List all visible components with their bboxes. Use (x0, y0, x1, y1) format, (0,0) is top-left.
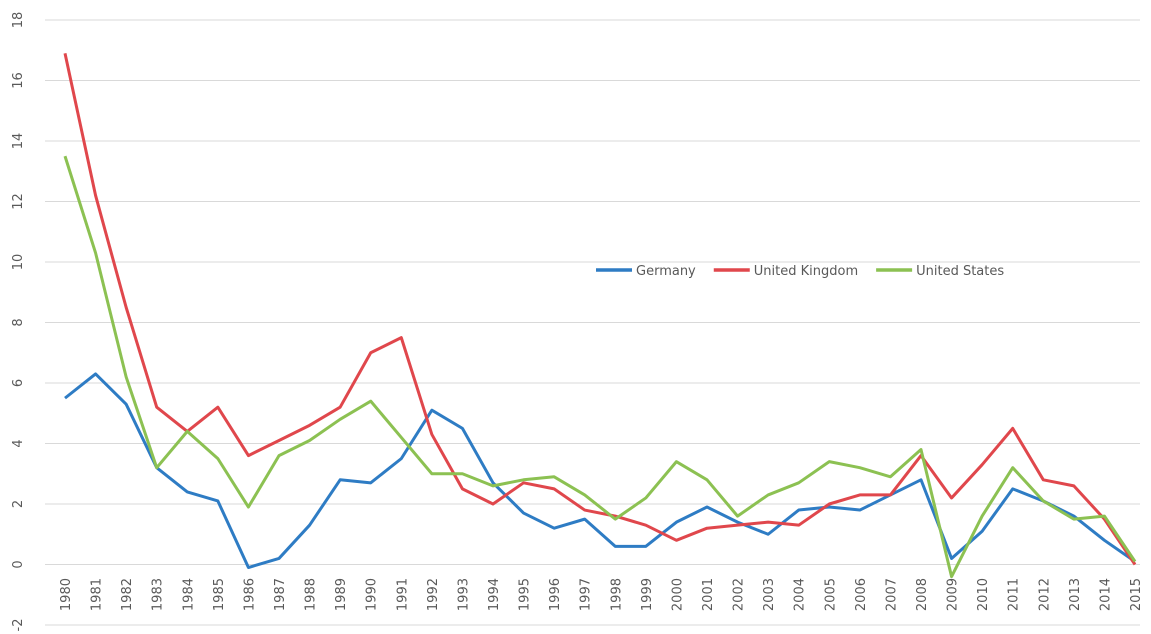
y-tick-label: 18 (11, 12, 26, 29)
x-tick-label: 1998 (609, 578, 624, 611)
x-tick-label: 2007 (884, 578, 899, 611)
series-line (63, 155, 1137, 579)
x-tick-label: 2008 (915, 578, 930, 611)
x-tick-label: 2006 (854, 578, 869, 611)
x-tick-label: 2001 (701, 578, 716, 611)
x-tick-label: 1987 (273, 578, 288, 611)
x-tick-label: 1999 (640, 578, 655, 611)
x-tick-label: 1986 (242, 578, 257, 611)
series-line (63, 52, 1137, 566)
x-tick-label: 1984 (181, 578, 196, 611)
x-tick-label: 1992 (426, 578, 441, 611)
y-tick-label: 0 (11, 560, 26, 568)
x-tick-label: 2002 (732, 578, 747, 611)
x-tick-label: 1996 (548, 578, 563, 611)
y-tick-label: 14 (11, 133, 26, 150)
x-tick-label: 2009 (946, 578, 961, 611)
x-tick-label: 2014 (1098, 578, 1113, 611)
x-tick-label: 1981 (90, 578, 105, 611)
x-tick-label: 1985 (212, 578, 227, 611)
x-tick-label: 2010 (976, 578, 991, 611)
x-tick-label: 1980 (59, 578, 74, 611)
x-tick-label: 2011 (1007, 578, 1022, 611)
x-tick-label: 1988 (304, 578, 319, 611)
x-tick-label: 1991 (395, 578, 410, 611)
y-tick-label: 6 (11, 379, 26, 387)
x-tick-label: 1990 (365, 578, 380, 611)
y-tick-label: 16 (11, 72, 26, 89)
x-tick-label: 2003 (762, 578, 777, 611)
x-tick-label: 2000 (670, 578, 685, 611)
y-tick-label: 2 (11, 500, 26, 508)
legend-label: United States (916, 264, 1004, 279)
y-tick-label: -2 (11, 619, 26, 632)
y-tick-label: 10 (11, 254, 26, 271)
x-tick-label: 1995 (518, 578, 533, 611)
x-tick-label: 1982 (120, 578, 135, 611)
y-tick-label: 4 (11, 439, 26, 447)
y-tick-label: 8 (11, 318, 26, 326)
series-line (64, 372, 1136, 570)
legend-label: Germany (636, 264, 696, 279)
x-tick-label: 2005 (823, 578, 838, 611)
x-tick-label: 2013 (1068, 578, 1083, 611)
x-tick-label: 1994 (487, 578, 502, 611)
legend-label: United Kingdom (754, 264, 858, 279)
x-tick-label: 1983 (151, 578, 166, 611)
x-tick-label: 2015 (1129, 578, 1144, 611)
y-tick-label: 12 (11, 193, 26, 210)
x-tick-label: 2004 (793, 578, 808, 611)
x-tick-label: 1993 (456, 578, 471, 611)
x-tick-label: 1989 (334, 578, 349, 611)
x-tick-label: 2012 (1037, 578, 1052, 611)
x-tick-label: 1997 (579, 578, 594, 611)
